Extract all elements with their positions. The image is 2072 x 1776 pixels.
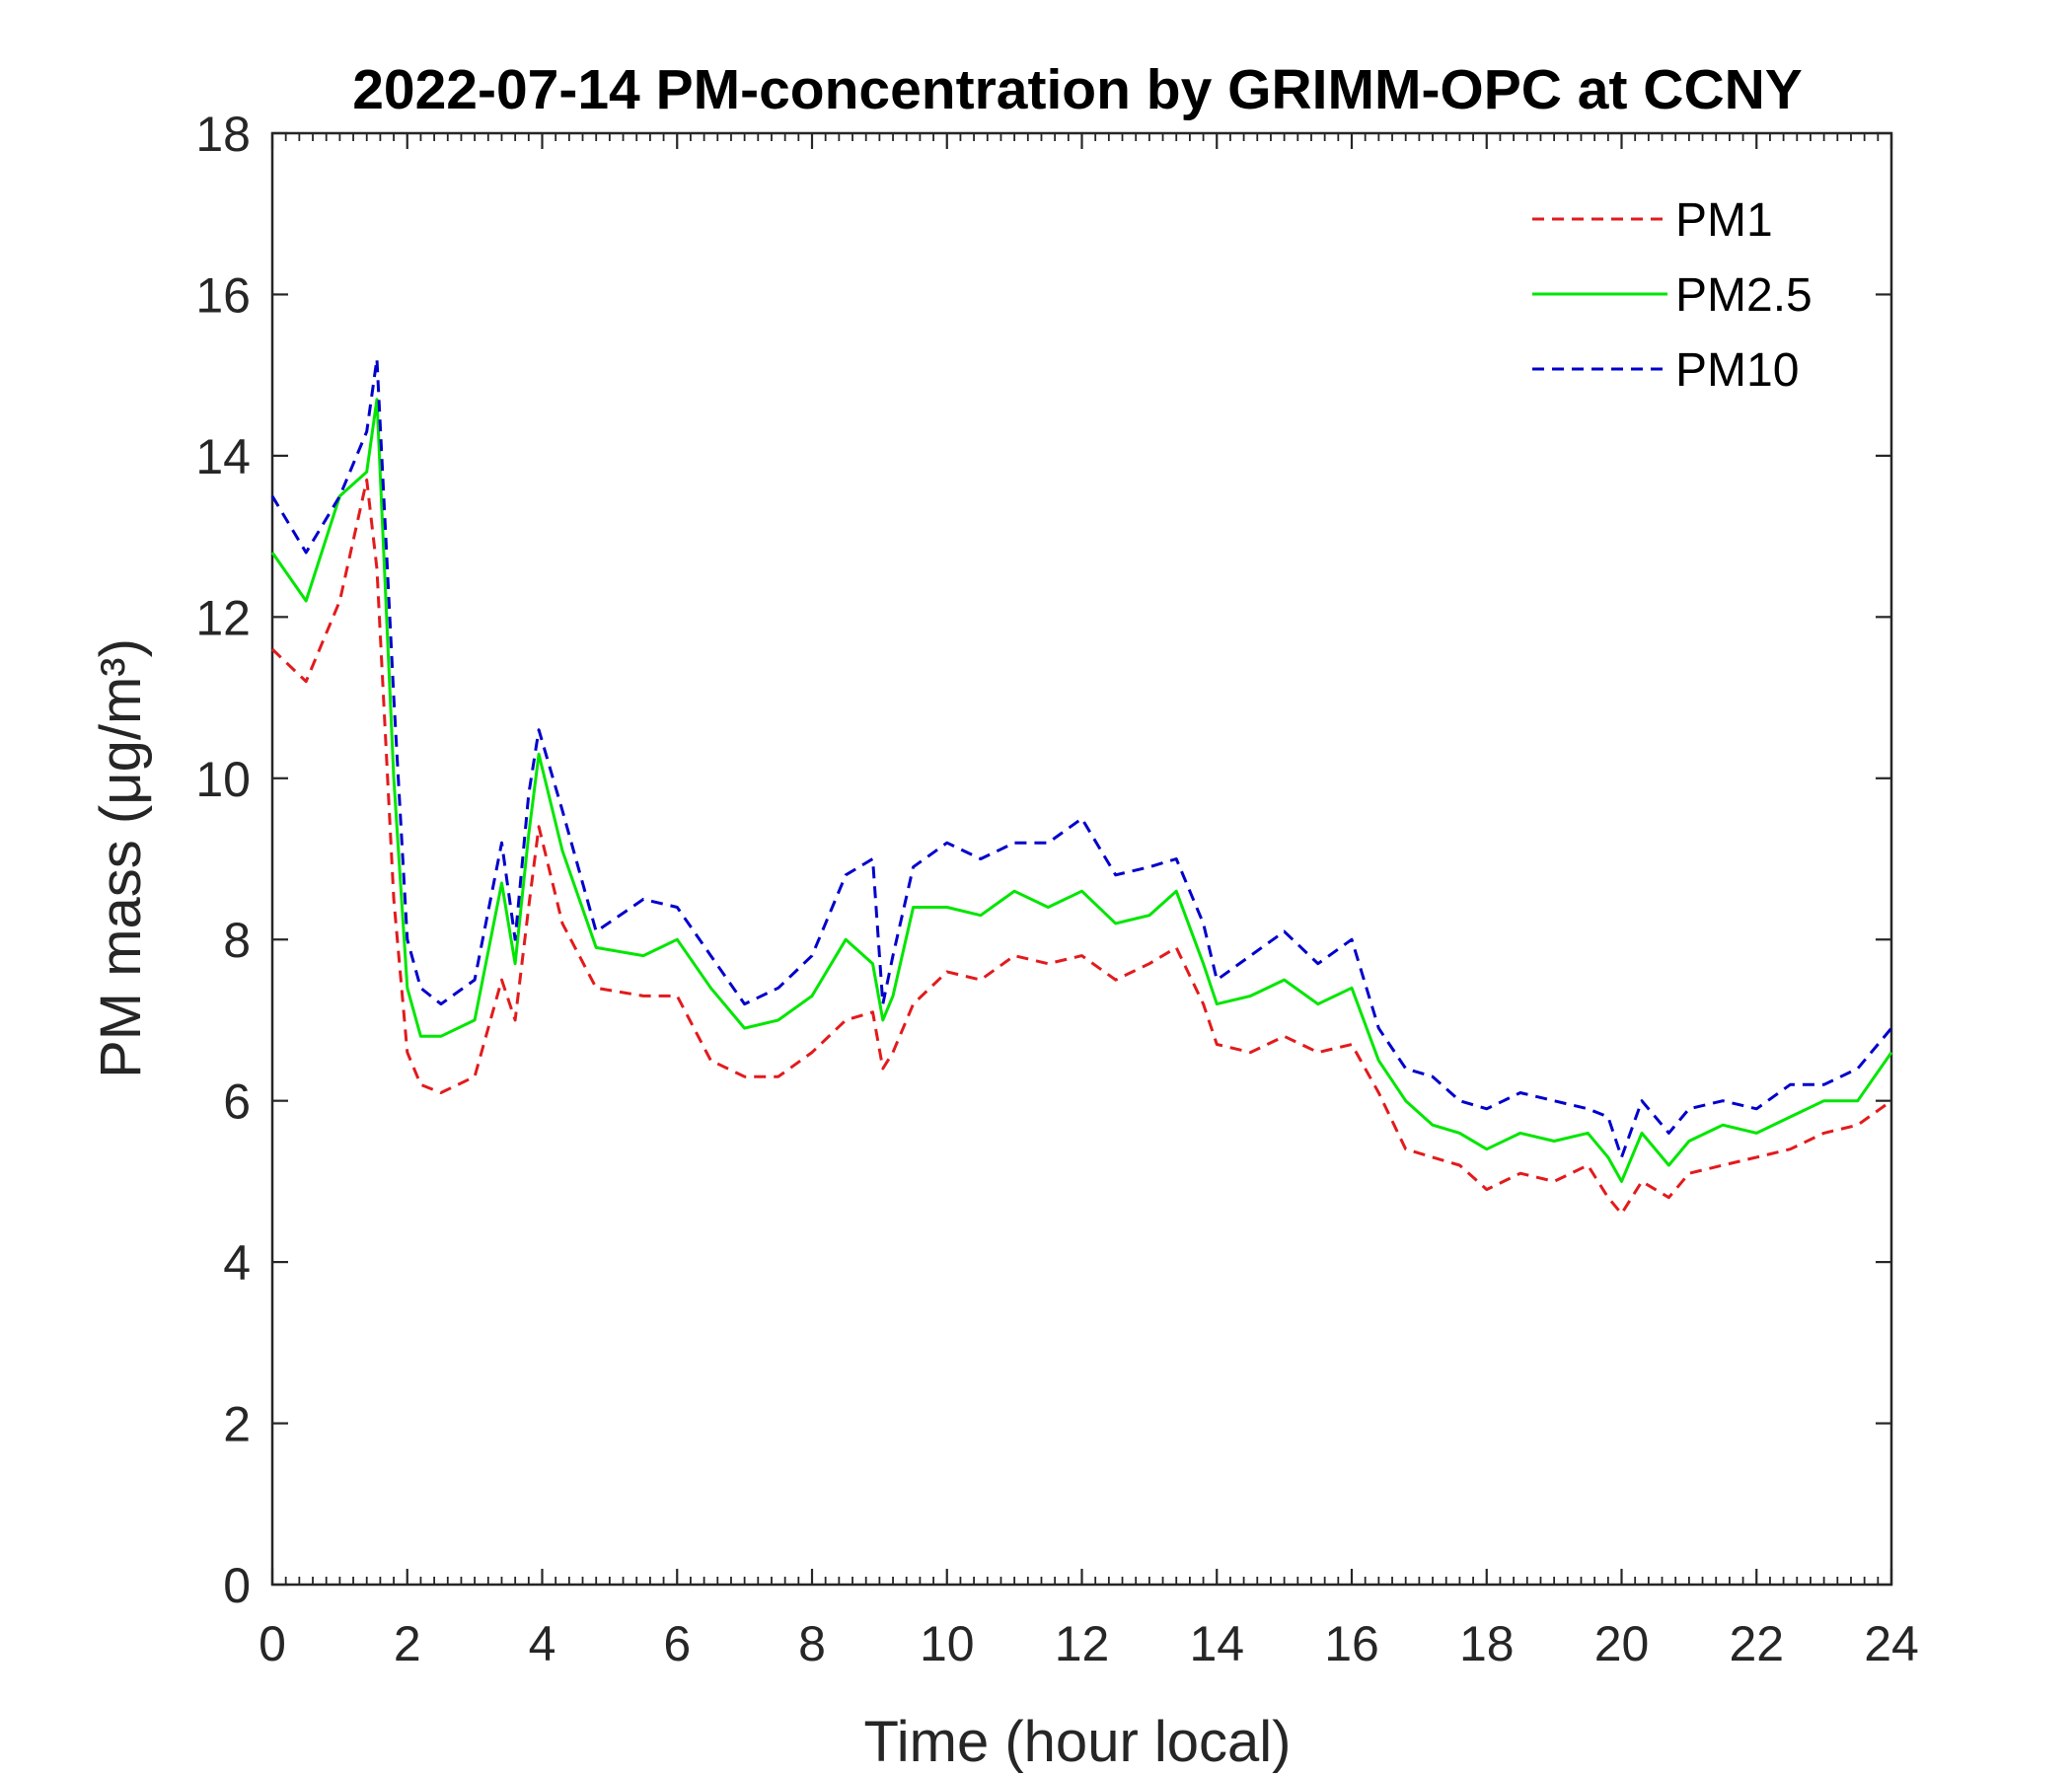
x-tick-label: 6 [663, 1616, 691, 1671]
x-tick-labels: 0 2 4 6 8 10 12 14 16 18 20 22 24 [259, 1616, 1919, 1671]
y-tick-label: 2 [223, 1397, 251, 1452]
y-tick-label: 18 [195, 107, 251, 162]
x-tick-label: 2 [394, 1616, 421, 1671]
series-line-pm10 [270, 357, 1893, 1159]
x-tick-label: 4 [529, 1616, 556, 1671]
x-tick-label: 24 [1864, 1616, 1919, 1671]
legend-label: PM2.5 [1675, 269, 1813, 322]
x-tick-label: 16 [1324, 1616, 1379, 1671]
x-tick-label: 0 [259, 1616, 286, 1671]
legend: PM1 PM2.5 PM10 [1532, 194, 1813, 397]
y-tick-labels: 0 2 4 6 8 10 12 14 16 18 [195, 107, 251, 1613]
y-tick-label: 14 [195, 429, 251, 484]
x-tick-label: 10 [920, 1616, 975, 1671]
y-tick-label: 4 [223, 1235, 251, 1291]
x-tick-label: 20 [1594, 1616, 1650, 1671]
x-tick-label: 18 [1459, 1616, 1515, 1671]
y-tick-label: 12 [195, 590, 251, 645]
x-tick-label: 14 [1189, 1616, 1244, 1671]
y-tick-label: 16 [195, 267, 251, 323]
legend-label: PM10 [1675, 344, 1799, 397]
series-lines [270, 357, 1893, 1216]
y-tick-label: 8 [223, 913, 251, 968]
x-axis-label: Time (hour local) [864, 1710, 1292, 1774]
y-tick-label: 10 [195, 752, 251, 807]
chart-title: 2022-07-14 PM-concentration by GRIMM-OPC… [352, 58, 1803, 121]
series-line-pm25 [270, 398, 1893, 1183]
x-tick-label: 8 [798, 1616, 826, 1671]
x-tick-label: 12 [1055, 1616, 1110, 1671]
series-line-pm1 [270, 478, 1892, 1216]
plot-frame [270, 131, 1893, 1587]
y-tick-label: 6 [223, 1074, 251, 1130]
y-axis-label: PM mass (μg/m³) [89, 638, 153, 1078]
y-tick-label: 0 [223, 1558, 251, 1613]
plot-axes [270, 131, 1893, 1587]
legend-label: PM1 [1675, 194, 1773, 247]
x-tick-label: 22 [1729, 1616, 1784, 1671]
